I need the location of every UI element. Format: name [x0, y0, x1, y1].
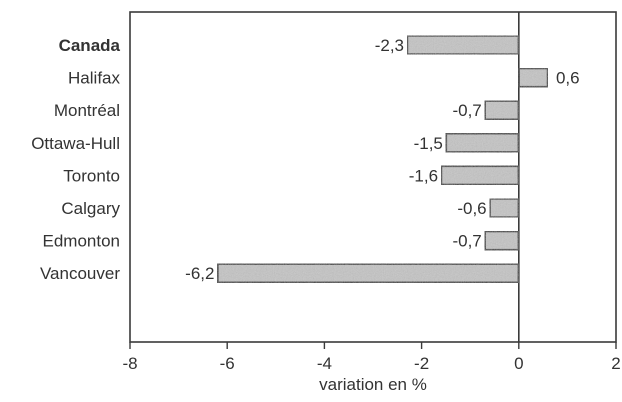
- x-axis-title: variation en %: [319, 375, 427, 394]
- x-tick-label: -6: [220, 354, 235, 373]
- data-label: 0,6: [556, 69, 580, 88]
- data-label: -6,2: [185, 264, 214, 283]
- data-label: -1,6: [409, 166, 438, 185]
- bar-halifax: [517, 66, 550, 89]
- bar-calgary: [488, 197, 521, 219]
- category-label: Edmonton: [43, 232, 121, 251]
- bar-canada: [405, 34, 520, 56]
- data-label: -0,7: [452, 101, 481, 120]
- bar-toronto: [439, 164, 521, 187]
- bar-montr-al: [483, 99, 520, 121]
- data-label: -1,5: [414, 134, 443, 153]
- bar-vancouver: [216, 262, 521, 284]
- data-label: -2,3: [375, 36, 404, 55]
- category-label: Montréal: [54, 101, 120, 120]
- data-label: -0,6: [457, 199, 486, 218]
- plot-frame: [129, 11, 617, 343]
- x-tick-label: 0: [514, 354, 523, 373]
- bar-ottawa-hull: [444, 132, 520, 154]
- x-tick-label: -2: [414, 354, 429, 373]
- data-label: -0,7: [452, 232, 481, 251]
- x-tick-label: 2: [611, 354, 620, 373]
- category-label: Calgary: [61, 199, 120, 218]
- category-label: Vancouver: [40, 264, 120, 283]
- category-label: Toronto: [63, 166, 120, 185]
- x-tick-label: -4: [317, 354, 332, 373]
- bar-edmonton: [483, 229, 520, 252]
- category-label: Ottawa-Hull: [31, 134, 120, 153]
- category-label: Halifax: [68, 69, 120, 88]
- category-label: Canada: [59, 36, 121, 55]
- x-tick-label: -8: [122, 354, 137, 373]
